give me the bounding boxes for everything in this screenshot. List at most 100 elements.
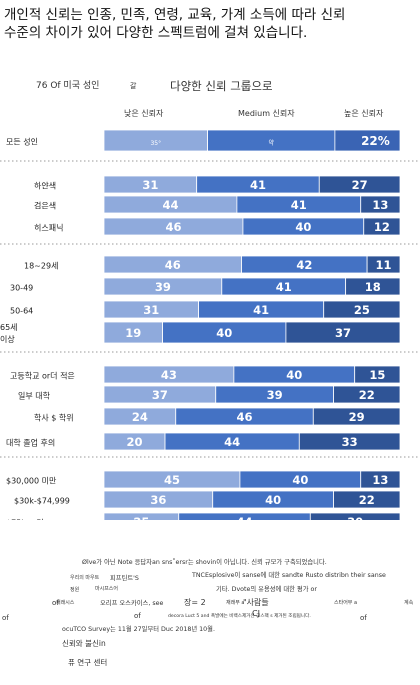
data-label: 15 xyxy=(369,368,385,382)
category-label: $75kor 더 xyxy=(6,519,44,521)
data-label: 41 xyxy=(253,303,269,317)
note-fragment-8: "사람들 xyxy=(243,598,269,607)
category-label: 학사 $ 학위 xyxy=(34,413,74,423)
category-label: 일부 대학 xyxy=(18,391,51,401)
data-label: 40 xyxy=(295,220,311,234)
subtitle-part-1: 76 Of 미국 성인 xyxy=(36,81,100,91)
source-line-1: 신뢰와 불신in xyxy=(62,639,106,648)
data-label: 20 xyxy=(127,435,143,449)
note-line-4: decora Luct 5 and 폭발에는 비백스제거선 고스팩 s 제거된 … xyxy=(168,614,311,619)
data-label: 31 xyxy=(143,303,159,317)
data-label: 13 xyxy=(372,198,388,212)
bar-segment xyxy=(366,255,401,274)
bar-segment xyxy=(318,175,401,194)
bar-segment xyxy=(312,407,401,426)
data-label: 44 xyxy=(162,198,178,212)
data-label: 30 xyxy=(347,515,363,520)
data-label: 40 xyxy=(265,493,281,507)
subtitle-part-2: 갈 xyxy=(130,82,137,90)
note-fragment-1: 우리의 마우트 xyxy=(70,575,100,581)
data-label: 22 xyxy=(359,493,375,507)
note-fragment-6: 오리프 오스카이스, see xyxy=(100,600,164,607)
data-label: 11 xyxy=(376,258,392,272)
bar-segment xyxy=(333,490,401,509)
category-label: $30k-$74,999 xyxy=(14,497,70,506)
data-label: 43 xyxy=(161,368,177,382)
data-label: 40 xyxy=(292,473,308,487)
bar-segment xyxy=(323,300,401,319)
category-label: 히스패닉 xyxy=(34,223,63,233)
note-fragment-11: 계속 xyxy=(404,600,414,606)
note-fragment-7: 장= 2 xyxy=(184,598,206,607)
bar-segment xyxy=(178,512,311,520)
data-label: 44 xyxy=(237,515,253,520)
data-label: 39 xyxy=(155,280,171,294)
bar-segment xyxy=(103,512,180,520)
data-label: 18 xyxy=(365,280,381,294)
data-label: 29 xyxy=(349,410,365,424)
legend-high: 높은 신뢰자 xyxy=(344,109,384,118)
data-label: 41 xyxy=(291,198,307,212)
bar-segment xyxy=(309,512,401,520)
data-label: 22% xyxy=(361,134,390,148)
note-fragment-4: 마시프스어 xyxy=(95,586,119,592)
subtitle-part-3: 다양한 신뢰 그룹으로 xyxy=(170,79,273,93)
category-label: $30,000 미만 xyxy=(6,477,57,486)
category-label: 검은색 xyxy=(34,201,56,211)
source-line-2: 퓨 연구 센터 xyxy=(68,658,108,667)
stacked-bar-chart: 35° 약 22% 모든 성인 31 41 27 하얀색 44 41 13 검은색 46 40 12 히스패닉… xyxy=(0,129,420,521)
data-label: 13 xyxy=(372,473,388,487)
data-label: 36 xyxy=(150,493,166,507)
legend-low: 낮은 신뢰자 xyxy=(124,109,164,118)
data-label: 25 xyxy=(133,515,149,520)
data-label: 37 xyxy=(152,388,168,402)
note-line-1: Ølve가 아닌 Note 응답자an sns˚ersr는 shovin이 아닙… xyxy=(82,559,327,566)
data-label: 33 xyxy=(342,435,358,449)
category-label: 18~29세 xyxy=(24,262,58,271)
data-label: 40 xyxy=(286,368,302,382)
note-line-2: TNCEsplosive이 sanse에 대한 sandte Rusto dis… xyxy=(192,572,386,579)
bar-segment xyxy=(354,365,401,384)
bar-segment xyxy=(363,217,401,236)
data-label: 46 xyxy=(165,258,181,272)
data-label: 46 xyxy=(165,220,181,234)
data-label: 37 xyxy=(335,326,351,340)
note-fragment-9: 재래부 a xyxy=(226,600,245,606)
bar-segment xyxy=(285,321,401,344)
data-label: 22 xyxy=(359,388,375,402)
bar-segment xyxy=(334,129,401,152)
data-label: 44 xyxy=(224,435,240,449)
category-label: 하얀색 xyxy=(34,181,56,191)
note-fragment-12: of xyxy=(52,599,59,607)
bar-segment xyxy=(360,195,401,214)
note-fragment-13: of xyxy=(2,614,9,622)
data-label: 39 xyxy=(267,388,283,402)
chart-title: 개인적 신뢰는 인종, 민족, 연령, 교육, 가계 소득에 따라 신뢰 수준의… xyxy=(4,6,416,42)
data-label: 25 xyxy=(354,303,370,317)
bar-segment xyxy=(333,385,401,404)
data-label: 41 xyxy=(250,178,266,192)
title-line-2: 수준의 차이가 있어 다양한 스펙트럼에 걸쳐 있습니다. xyxy=(4,25,308,41)
note-fragment-3: 정원 xyxy=(70,587,80,593)
note-fragment-15: of xyxy=(360,614,367,622)
category-label: 50-64 xyxy=(10,307,33,316)
data-label: 27 xyxy=(352,178,368,192)
category-label: 모든 성인 xyxy=(6,137,38,147)
bar-segment xyxy=(345,277,401,296)
data-label: 24 xyxy=(132,410,148,424)
note-fragment-16: CJ xyxy=(252,609,260,618)
category-label: 고등학교 or더 적은 xyxy=(10,371,75,381)
data-label: 45 xyxy=(164,473,180,487)
data-label: 35° xyxy=(150,140,161,147)
data-label: 약 xyxy=(268,139,274,147)
title-line-1: 개인적 신뢰는 인종, 민족, 연령, 교육, 가계 소득에 따라 신뢰 xyxy=(4,7,346,23)
bar-segment xyxy=(360,470,401,489)
bar-segment xyxy=(298,432,401,451)
legend-medium: Medium 신뢰자 xyxy=(238,109,295,118)
note-fragment-5: 재래시스 xyxy=(56,600,75,606)
data-label: 12 xyxy=(374,220,390,234)
data-label: 42 xyxy=(296,258,312,272)
category-label: 65세 이상 xyxy=(0,323,18,344)
note-line-3: 기타. Dvote의 유용성에 대한 평가 or xyxy=(216,586,317,593)
note-fragment-10: 스타어부 a xyxy=(334,600,358,606)
